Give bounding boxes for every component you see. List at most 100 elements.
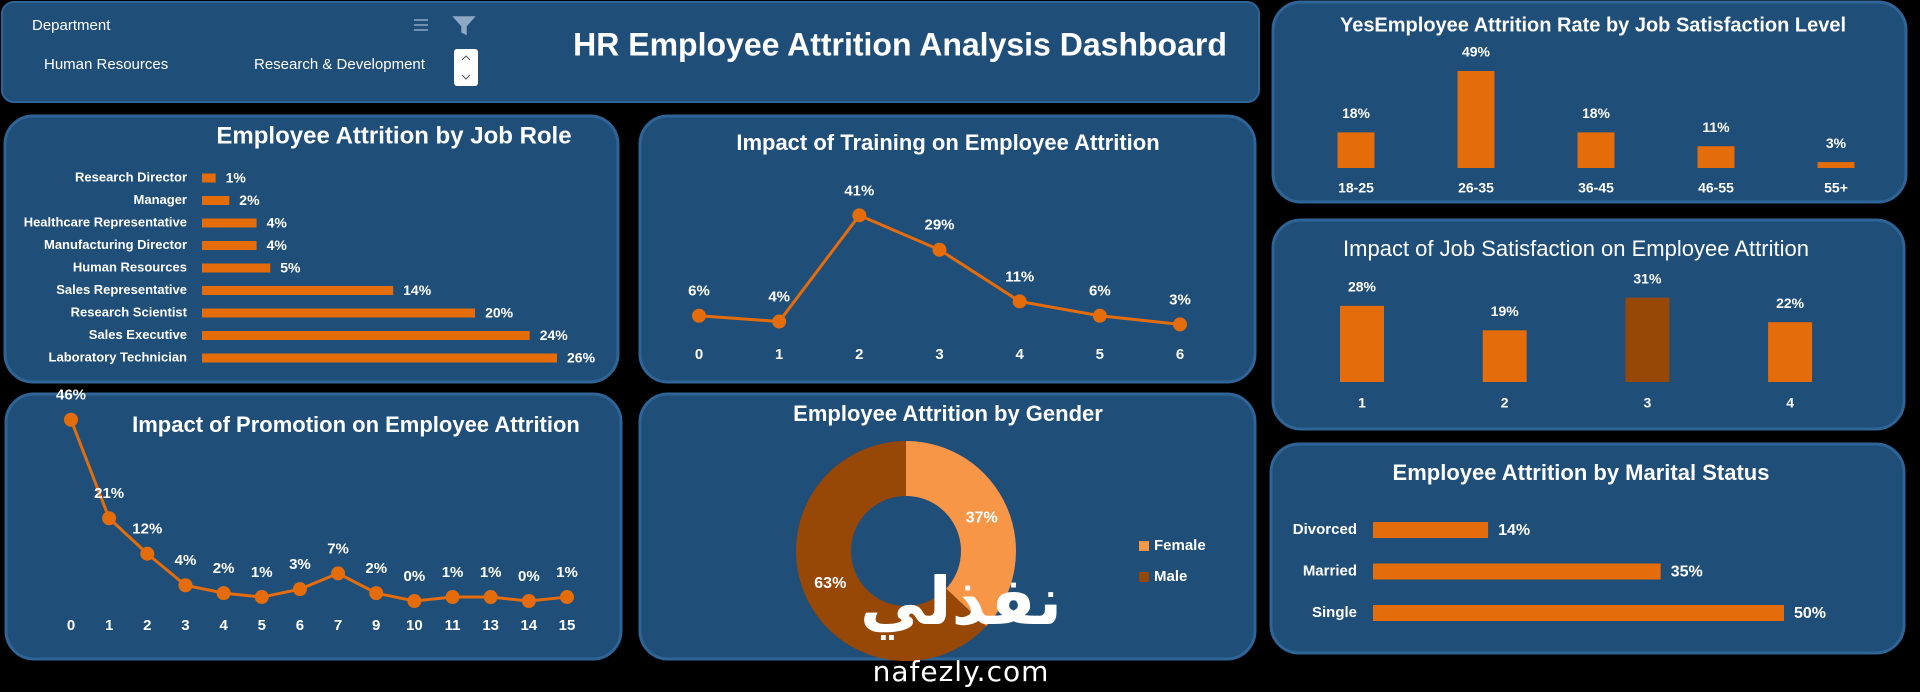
category-label: 15 xyxy=(559,617,576,634)
category-label: 2 xyxy=(143,617,151,634)
bar xyxy=(1373,605,1784,621)
value-label: 0% xyxy=(518,568,540,585)
chart-title: Employee Attrition by Gender xyxy=(793,401,1103,426)
value-label: 18% xyxy=(1582,105,1611,121)
marker xyxy=(560,590,574,605)
category-label: Married xyxy=(1303,562,1357,579)
value-label: 3% xyxy=(1169,291,1191,308)
value-label: 3% xyxy=(289,556,311,573)
bar xyxy=(202,353,557,363)
multi-select-icon[interactable] xyxy=(414,19,428,31)
slicer-panel xyxy=(1,1,1260,103)
legend-swatch xyxy=(1139,572,1149,582)
value-label: 1% xyxy=(480,564,502,581)
category-label: 13 xyxy=(482,617,499,634)
category-label: 3 xyxy=(181,617,189,634)
bar xyxy=(202,308,476,318)
value-label: 4% xyxy=(267,237,288,253)
value-label: 18% xyxy=(1342,105,1371,121)
bar xyxy=(202,286,394,295)
slicer-item[interactable]: Human Resources xyxy=(44,56,168,73)
category-label: 9 xyxy=(372,617,380,634)
category-label: 1 xyxy=(775,346,783,363)
value-label: 37% xyxy=(966,509,998,526)
category-label: 26-35 xyxy=(1458,180,1494,196)
bar xyxy=(1768,322,1813,382)
marker xyxy=(140,546,155,561)
category-label: 3 xyxy=(1644,395,1652,411)
value-label: 26% xyxy=(567,350,596,366)
donut-slice xyxy=(795,441,987,661)
slicer-scroll[interactable] xyxy=(454,49,478,86)
bar xyxy=(1482,330,1527,382)
chart-panel xyxy=(638,114,1257,384)
value-label: 7% xyxy=(327,540,349,557)
bar xyxy=(202,218,257,228)
value-label: 5% xyxy=(280,260,301,276)
category-label: 14 xyxy=(521,617,538,634)
value-label: 22% xyxy=(1776,295,1805,311)
marker xyxy=(178,578,193,593)
value-label: 11% xyxy=(1005,268,1034,285)
clear-filter-icon[interactable] xyxy=(452,16,476,36)
marker xyxy=(216,586,231,601)
filter-icons[interactable] xyxy=(414,16,476,36)
category-label: Divorced xyxy=(1293,521,1357,538)
category-label: 6 xyxy=(296,617,304,634)
category-label: Sales Representative xyxy=(56,282,187,297)
value-label: 31% xyxy=(1633,270,1662,286)
category-label: 55+ xyxy=(1824,180,1848,196)
category-label: 6 xyxy=(1176,346,1184,363)
bar xyxy=(202,263,271,273)
slicer-title: Department xyxy=(32,17,111,34)
marker xyxy=(1012,294,1027,309)
value-label: 1% xyxy=(251,564,273,581)
chart-panel xyxy=(1271,0,1908,204)
legend-swatch xyxy=(1139,541,1149,551)
value-label: 2% xyxy=(365,560,387,577)
category-label: 1 xyxy=(105,617,113,634)
bar xyxy=(1373,522,1489,538)
category-label: 4 xyxy=(1786,395,1794,411)
value-label: 24% xyxy=(540,327,569,343)
value-label: 6% xyxy=(1089,283,1111,300)
category-label: Sales Executive xyxy=(89,327,187,342)
category-label: Human Resources xyxy=(73,259,187,274)
value-label: 14% xyxy=(403,282,432,298)
value-label: 12% xyxy=(132,521,162,538)
category-label: 2 xyxy=(1501,395,1509,411)
marker xyxy=(445,590,460,605)
bar xyxy=(1817,162,1855,168)
chart-title: YesEmployee Attrition Rate by Job Satisf… xyxy=(1340,14,1846,36)
dashboard-title: HR Employee Attrition Analysis Dashboard xyxy=(573,26,1227,62)
marker xyxy=(254,590,269,605)
marker xyxy=(772,314,787,329)
chart-title: Employee Attrition by Job Role xyxy=(216,122,571,149)
chart-title: Impact of Training on Employee Attrition xyxy=(736,130,1159,155)
category-label: Research Director xyxy=(75,169,187,184)
chart-panel xyxy=(4,392,623,661)
legend-label: Female xyxy=(1154,537,1206,554)
marker xyxy=(331,566,346,581)
bar xyxy=(1457,70,1495,168)
value-label: 3% xyxy=(1826,135,1847,151)
category-label: 0 xyxy=(67,617,75,634)
value-label: 21% xyxy=(94,485,124,502)
watermark-arabic: نفذلي xyxy=(860,563,1062,640)
category-label: Research Scientist xyxy=(71,304,188,319)
bar xyxy=(1697,146,1735,168)
value-label: 4% xyxy=(768,288,790,305)
marker xyxy=(521,594,536,608)
category-label: Single xyxy=(1312,604,1357,621)
marker xyxy=(64,412,78,427)
value-label: 4% xyxy=(267,215,288,231)
marker xyxy=(1092,308,1107,323)
category-label: Laboratory Technician xyxy=(49,349,188,364)
value-label: 1% xyxy=(226,170,247,186)
bar xyxy=(202,173,216,183)
category-label: 5 xyxy=(1096,346,1104,363)
chart-title: Impact of Promotion on Employee Attritio… xyxy=(132,412,580,437)
category-label: 3 xyxy=(935,346,943,363)
slicer-item[interactable]: Research & Development xyxy=(254,56,426,73)
